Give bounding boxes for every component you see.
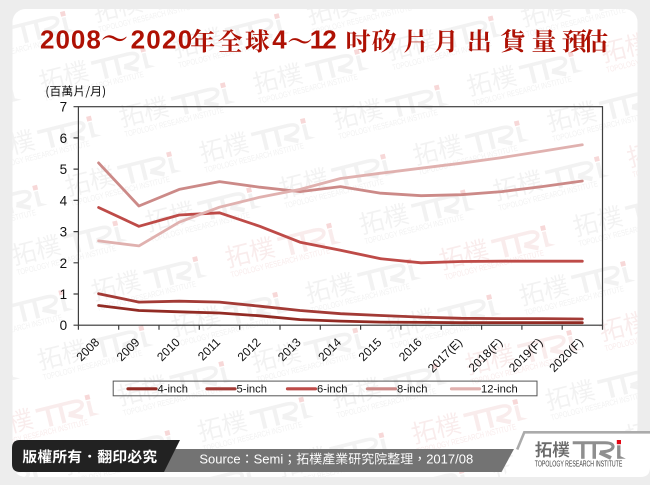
svg-text:3: 3 — [60, 225, 68, 240]
svg-text:8-inch: 8-inch — [397, 384, 427, 396]
svg-text:4: 4 — [60, 193, 68, 208]
svg-text:4-inch: 4-inch — [158, 384, 188, 396]
svg-text:4: 4 — [272, 25, 287, 55]
svg-text:6-inch: 6-inch — [317, 384, 347, 396]
svg-text:Source: Source — [199, 452, 240, 467]
svg-text:5-inch: 5-inch — [237, 384, 267, 396]
svg-text:2017/08: 2017/08 — [426, 452, 473, 467]
svg-text:TOPOLOGY RESEARCH INSTITUTE: TOPOLOGY RESEARCH INSTITUTE — [535, 460, 623, 469]
svg-text:6: 6 — [60, 131, 68, 146]
svg-text:12-inch: 12-inch — [481, 384, 518, 396]
svg-text:1: 1 — [60, 287, 68, 302]
svg-text:2: 2 — [60, 256, 68, 271]
svg-text:Semi: Semi — [254, 452, 284, 467]
svg-text:7: 7 — [60, 100, 68, 115]
svg-text:2020: 2020 — [131, 25, 194, 55]
svg-text:5: 5 — [60, 162, 68, 177]
svg-text:0: 0 — [60, 318, 68, 333]
svg-text:12: 12 — [310, 25, 336, 55]
svg-text:2008: 2008 — [40, 25, 102, 55]
